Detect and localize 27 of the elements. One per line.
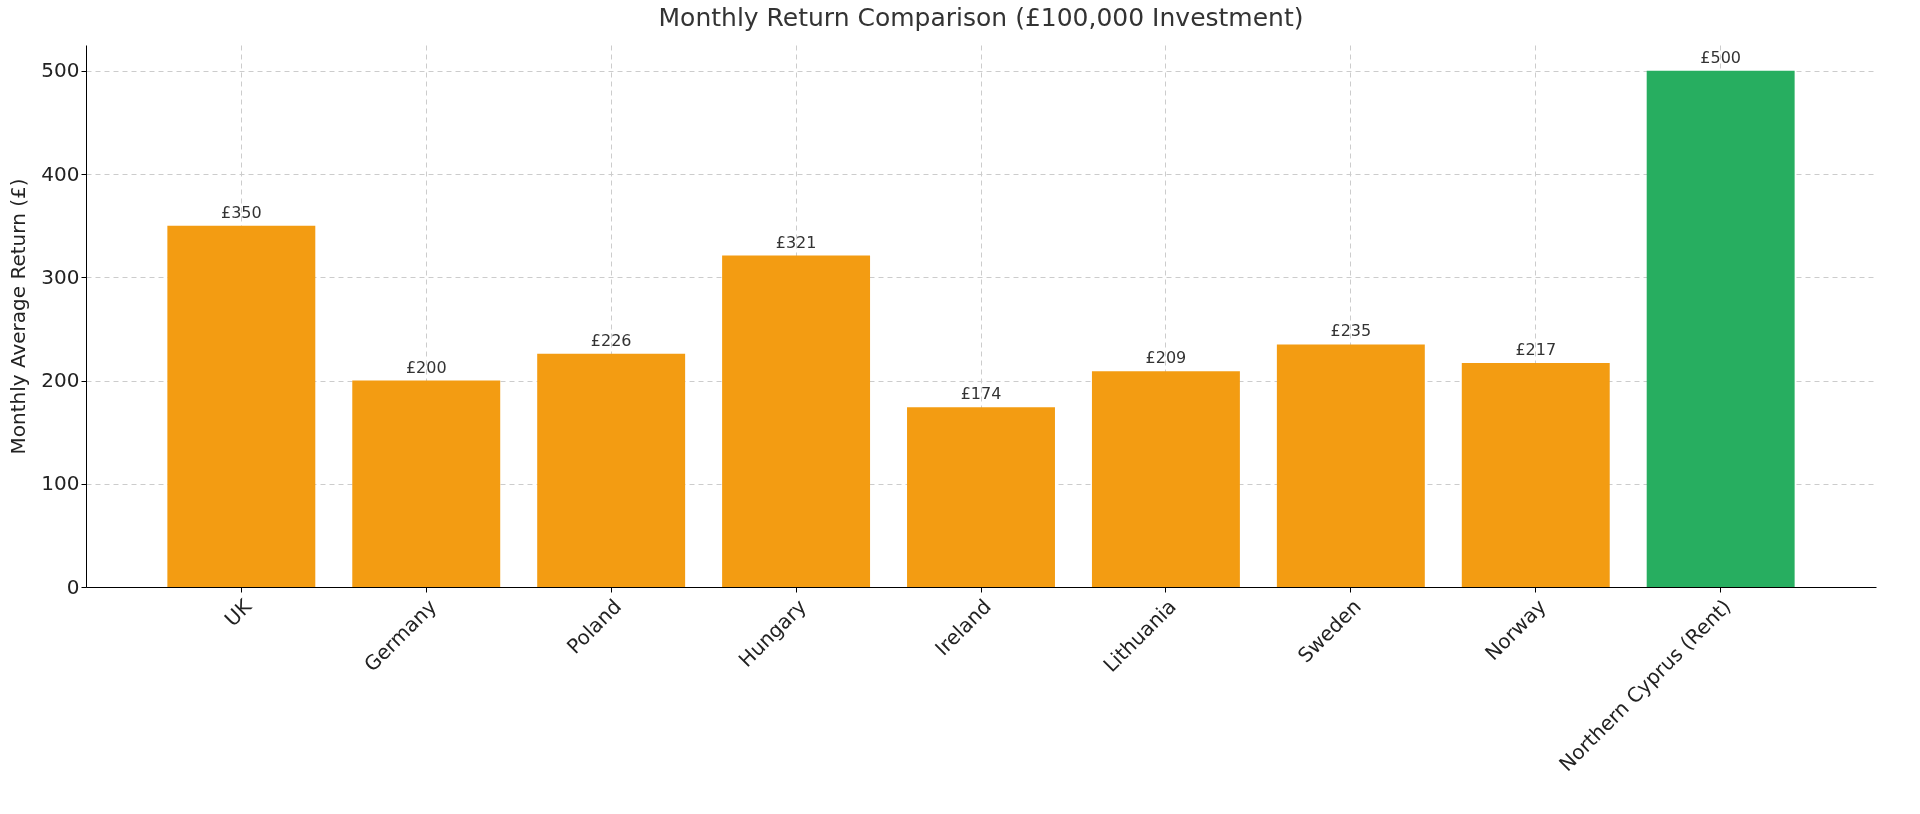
y-tick-label: 400 — [41, 161, 80, 186]
y-tick-label: 300 — [41, 264, 80, 289]
data-label: £235 — [1330, 321, 1372, 341]
bar — [352, 380, 501, 587]
bar — [537, 353, 686, 587]
y-tick-label: 200 — [41, 368, 80, 393]
data-label: £321 — [775, 232, 817, 252]
bar — [167, 225, 316, 587]
bar — [1646, 70, 1795, 587]
bar — [722, 255, 871, 587]
data-label: £350 — [220, 202, 262, 222]
y-tick-label: 500 — [41, 58, 80, 83]
data-label: £500 — [1700, 47, 1742, 67]
y-tick-label: 100 — [41, 471, 80, 496]
y-axis-title: Monthly Average Return (£) — [6, 178, 31, 455]
data-label: £226 — [590, 330, 632, 350]
bar — [1276, 344, 1425, 587]
data-label: £209 — [1145, 348, 1187, 368]
data-label: £200 — [405, 357, 447, 377]
data-label: £217 — [1515, 339, 1557, 359]
data-label: £174 — [960, 384, 1002, 404]
y-tick-label: 0 — [66, 574, 80, 599]
bar — [1461, 362, 1610, 587]
x-tick-label: UK — [219, 593, 257, 631]
chart-title: Monthly Return Comparison (£100,000 Investment) — [658, 3, 1304, 32]
bar — [1091, 371, 1240, 587]
bar — [907, 407, 1055, 587]
